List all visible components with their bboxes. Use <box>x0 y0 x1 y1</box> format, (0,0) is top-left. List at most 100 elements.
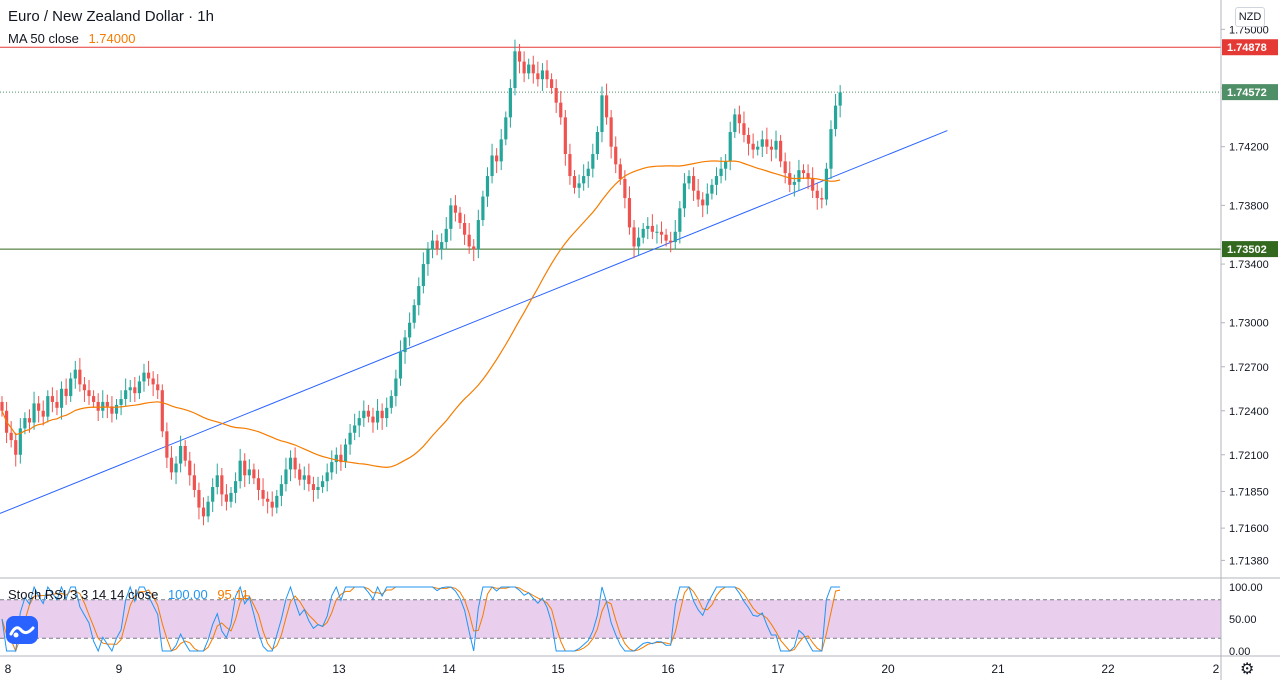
candle-body <box>27 418 32 423</box>
candle-body <box>765 139 769 147</box>
candle-body <box>568 154 572 177</box>
candle-body <box>797 170 801 182</box>
candle-body <box>275 495 279 508</box>
candle-body <box>742 123 746 135</box>
price-tick-label: 1.72700 <box>1229 362 1269 374</box>
candle-body <box>788 173 792 185</box>
stoch-legend[interactable]: Stoch RSI 3 3 14 14 close 100.00 95.11 <box>8 587 249 602</box>
candle-body <box>577 183 581 188</box>
time-tick-label: 8 <box>5 662 12 676</box>
candle-body <box>792 181 796 185</box>
time-tick-label: 2 <box>1213 662 1220 676</box>
candle-body <box>719 168 723 177</box>
candle-body <box>92 396 96 402</box>
candle-body <box>14 440 18 455</box>
candle-body <box>421 264 425 287</box>
trendline-layer[interactable] <box>0 130 948 514</box>
time-tick-label: 10 <box>222 662 236 676</box>
candle-body <box>737 114 741 124</box>
candle-body <box>458 212 462 223</box>
candle-body <box>783 161 787 174</box>
candle-body <box>192 475 196 490</box>
candle-body <box>183 445 187 461</box>
candle-body <box>481 196 485 221</box>
candle-body <box>160 390 164 432</box>
candle-body <box>591 154 595 169</box>
candle-body <box>0 401 4 411</box>
candle-body <box>23 418 27 429</box>
candle-body <box>637 237 641 247</box>
candle-body <box>9 432 13 441</box>
candle-body <box>513 51 517 89</box>
candle-body <box>101 401 105 411</box>
candle-body <box>495 155 499 162</box>
candle-body <box>682 183 687 209</box>
price-tick-label: 1.72400 <box>1229 406 1269 418</box>
candle-body <box>238 460 242 482</box>
stoch-label: Stoch RSI 3 3 14 14 close <box>8 587 159 602</box>
currency-badge[interactable]: NZD <box>1235 7 1265 27</box>
price-tick-label: 1.71850 <box>1229 486 1269 498</box>
moving-average-layer <box>1 160 841 469</box>
candle-body <box>417 286 421 306</box>
ma-value: 1.74000 <box>88 31 136 46</box>
candle-body <box>829 129 833 169</box>
candle-body <box>623 178 627 199</box>
candle-body <box>41 410 45 417</box>
candle-body <box>311 484 316 490</box>
candle-body <box>288 457 293 470</box>
candle-body <box>362 410 366 419</box>
candle-body <box>398 352 403 379</box>
horizontal-levels[interactable] <box>0 46 1221 250</box>
candle-body <box>133 387 137 394</box>
symbol-title[interactable]: Euro / New Zealand Dollar <box>8 8 184 25</box>
candle-body <box>536 73 540 80</box>
candle-body <box>211 487 215 502</box>
candle-body <box>394 378 398 397</box>
ma-legend[interactable]: MA 50 close 1.74000 <box>8 31 214 46</box>
candle-body <box>279 484 283 496</box>
candle-body <box>774 140 778 150</box>
tradingview-logo-icon[interactable] <box>6 616 38 644</box>
support-price-label: 1.73502 <box>1227 244 1267 256</box>
time-tick-label: 16 <box>661 662 675 676</box>
time-tick-label: 20 <box>881 662 895 676</box>
candle-body <box>50 396 54 402</box>
candle-body <box>412 305 416 323</box>
candle-body <box>751 143 755 150</box>
support-price-badge <box>1222 241 1278 258</box>
price-tick-label: 1.75000 <box>1229 24 1269 36</box>
candle-body <box>627 198 632 228</box>
ma50-line <box>1 160 841 469</box>
candle-body <box>632 227 636 247</box>
price-tick-label: 1.71600 <box>1229 523 1269 535</box>
candle-body <box>32 403 36 423</box>
price-tick-label: 1.73400 <box>1229 259 1269 271</box>
candle-body <box>650 225 654 232</box>
candle-body <box>517 51 522 62</box>
stoch-tick-label: 0.00 <box>1229 646 1250 658</box>
candle-body <box>321 481 325 488</box>
price-tick-label: 1.73800 <box>1229 200 1269 212</box>
candle-body <box>293 457 297 470</box>
candle-body <box>151 378 155 385</box>
candle-body <box>714 176 719 185</box>
candle-body <box>403 337 407 353</box>
candle-body <box>270 501 274 508</box>
candle-body <box>18 428 22 455</box>
candle-body <box>408 322 412 338</box>
candle-body <box>453 205 458 213</box>
candle-body <box>69 378 73 397</box>
interval-label[interactable]: 1h <box>197 8 214 25</box>
candle-body <box>366 410 370 417</box>
candle-body <box>801 170 806 174</box>
gear-icon[interactable]: ⚙ <box>1240 661 1255 678</box>
time-tick-label: 22 <box>1101 662 1115 676</box>
candle-body <box>142 372 146 382</box>
candle-body <box>87 390 91 397</box>
price-tick-label: 1.72100 <box>1229 450 1269 462</box>
ma-label: MA 50 close <box>8 31 79 46</box>
candle-body <box>82 384 87 391</box>
